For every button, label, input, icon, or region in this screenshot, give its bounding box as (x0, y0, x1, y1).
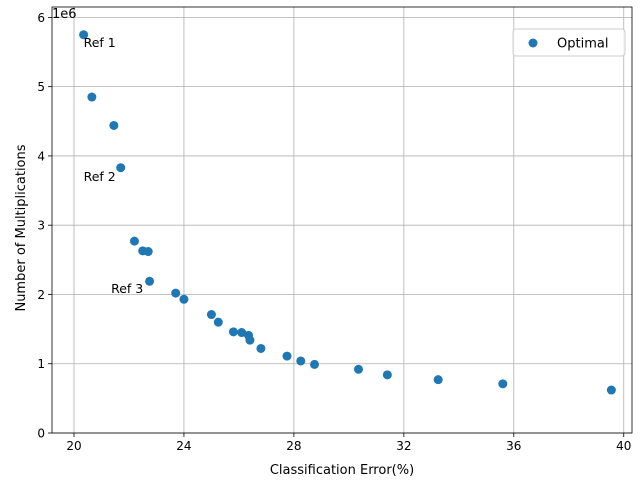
data-point (206, 310, 216, 320)
y-offset-label: 1e6 (52, 7, 77, 22)
legend: Optimal (512, 28, 626, 57)
x-tick-label: 40 (616, 439, 631, 453)
x-tick-label: 28 (286, 439, 301, 453)
annotation-label: Ref 2 (84, 169, 116, 184)
y-tick-label: 0 (37, 427, 45, 441)
data-point (129, 236, 139, 246)
data-point (237, 328, 247, 338)
data-point (109, 120, 119, 130)
annotation-label: Ref 1 (84, 35, 116, 50)
data-point (382, 370, 392, 380)
data-point (282, 351, 292, 361)
data-point (606, 385, 616, 395)
annotations: Ref 1 Ref 2 Ref 3 (84, 35, 144, 296)
y-tick-label: 3 (37, 219, 45, 233)
data-point (228, 327, 238, 337)
data-point (310, 359, 320, 369)
legend-marker (528, 38, 538, 48)
legend-box (512, 28, 626, 57)
data-point (87, 92, 97, 102)
data-point (353, 364, 363, 374)
x-tick-label: 24 (176, 439, 191, 453)
grid-lines (52, 7, 632, 434)
x-axis-label: Classification Error(%) (270, 463, 414, 478)
y-tick-label: 2 (37, 288, 45, 302)
y-tick-label: 5 (37, 80, 45, 94)
data-point (213, 317, 223, 327)
annotation-label: Ref 3 (111, 281, 143, 296)
data-point (171, 288, 181, 298)
legend-label: Optimal (557, 37, 608, 52)
y-tick-label: 1 (37, 357, 45, 371)
data-point (145, 276, 155, 286)
x-axis-ticks: 20 24 28 32 36 40 (66, 433, 631, 453)
x-tick-label: 32 (396, 439, 411, 453)
data-point (116, 163, 126, 173)
data-point (256, 343, 266, 353)
data-point (143, 247, 153, 257)
y-tick-label: 4 (37, 149, 45, 163)
data-point (245, 335, 255, 345)
x-tick-label: 20 (66, 439, 81, 453)
data-points (79, 30, 616, 395)
data-point (498, 379, 508, 389)
x-tick-label: 36 (506, 439, 521, 453)
y-axis-label: Number of Multiplications (14, 144, 29, 311)
plot-frame (51, 6, 633, 434)
data-point (79, 30, 89, 40)
y-axis-ticks: 0 1 2 3 4 5 6 (37, 11, 52, 441)
data-point (433, 375, 443, 385)
data-point (179, 294, 189, 304)
data-point (296, 356, 306, 366)
y-tick-label: 6 (37, 11, 45, 25)
